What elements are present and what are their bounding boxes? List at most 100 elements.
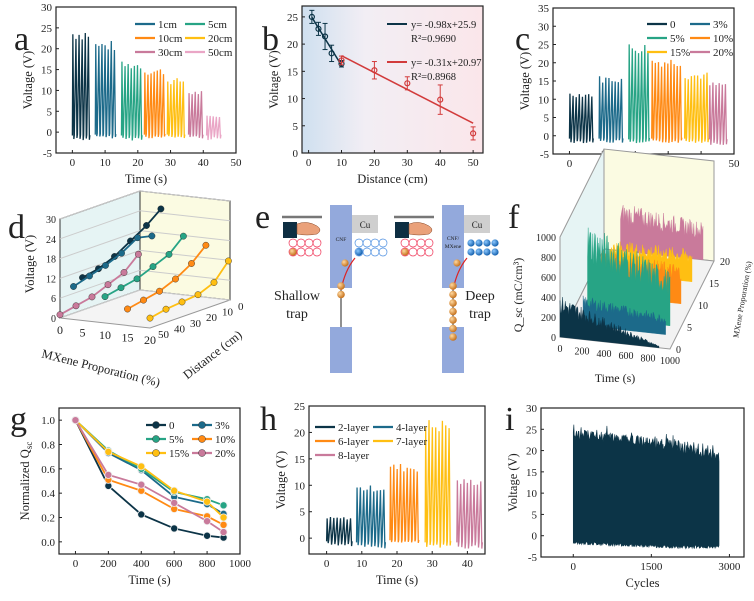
- data-point: [194, 291, 202, 299]
- y-tick-label: 30: [526, 403, 538, 415]
- right-bottom-electrode: [442, 327, 464, 373]
- legend-label: 7-layer: [396, 436, 427, 448]
- panel-b-chart: 0 10 20 30 40 50 0 5 10 15 20 25 Distance (cm) Voltag…: [267, 5, 484, 186]
- legend-label: 20%: [215, 448, 235, 460]
- data-point: [102, 261, 109, 269]
- empty-trap: [378, 238, 388, 248]
- y-tick-label: 5: [532, 509, 538, 521]
- y-tick-label: 0.0: [41, 537, 55, 549]
- x-tick-label: 10: [356, 558, 368, 570]
- legend-label: 0: [169, 420, 175, 432]
- legend-label: 10cm: [158, 33, 183, 45]
- electron-hole: [296, 247, 306, 257]
- data-point: [165, 250, 173, 258]
- x-tick-label: 40: [462, 558, 474, 570]
- data-point: [321, 33, 329, 40]
- x-tick-label: 800: [199, 558, 216, 570]
- y-tick-label: 30: [190, 318, 202, 330]
- z-axis-label: Voltage (V): [23, 235, 37, 293]
- data-point: [315, 25, 322, 32]
- charge-trace-5: [587, 227, 671, 327]
- data-point: [104, 281, 112, 289]
- electron-hole: [296, 238, 306, 248]
- y-tick-label: 25: [526, 424, 538, 436]
- legend-label: 5cm: [208, 19, 227, 31]
- y-tick-label: 0.4: [41, 488, 55, 500]
- legend-label: 4-layer: [396, 422, 427, 434]
- z-tick-label: 800: [541, 253, 556, 264]
- data-point: [134, 234, 141, 242]
- data-point: [137, 510, 146, 519]
- y-axis-label: Distance (cm): [180, 328, 244, 382]
- electron-hole: [408, 247, 418, 257]
- x-tick-label: 10: [100, 157, 112, 169]
- signal-10%: [651, 59, 683, 143]
- x-tick-label: 5: [80, 326, 86, 340]
- trapped-electron: [483, 239, 491, 247]
- charge-ball: [449, 290, 457, 299]
- panel-h-chart: 0 10 20 30 40 0 5 10 15 20 25 Time (s) Voltage (V) 2-…: [274, 401, 486, 587]
- y-tick-label: 15: [287, 66, 299, 78]
- data-point: [56, 311, 64, 319]
- x-tick-label: 0: [558, 344, 563, 355]
- plot-frame: [58, 407, 241, 555]
- charge-ball: [289, 248, 297, 256]
- y-tick-label: 0: [300, 533, 306, 545]
- legend-label: 3%: [215, 420, 230, 432]
- y-tick-label: -5: [540, 149, 550, 161]
- y-tick-label: 25: [538, 40, 550, 52]
- data-point: [146, 314, 154, 322]
- empty-trap: [362, 238, 372, 248]
- charge-ball: [449, 333, 457, 341]
- right-electrode-label: CNF/: [447, 236, 460, 242]
- left-cu-block: [352, 215, 378, 233]
- panel-letter-f: f: [508, 199, 520, 236]
- y-tick-label: 0: [293, 148, 299, 160]
- data-point: [328, 50, 335, 57]
- y-axis-label: Voltage (V): [518, 52, 532, 110]
- x-axis-label: Time (s): [125, 172, 167, 186]
- panel-letter-d: d: [8, 209, 25, 246]
- right-cu-label: Cu: [472, 220, 483, 230]
- charge-ball: [341, 259, 349, 267]
- y-tick-label: 10: [222, 307, 234, 319]
- charge-ball: [449, 307, 457, 316]
- x-tick-label: 400: [133, 558, 150, 570]
- x-tick-label: 20: [392, 558, 404, 570]
- charge-ball: [449, 282, 457, 290]
- grid-line: [59, 249, 141, 279]
- x-tick-label: 10: [336, 157, 348, 169]
- legend-label: 15%: [169, 448, 189, 460]
- x-axis-label: Distance (cm): [357, 172, 427, 186]
- x-tick-label: 0: [57, 323, 63, 337]
- panel-letter-b: b: [262, 21, 279, 58]
- trapped-electron: [491, 239, 499, 247]
- electron-hole: [304, 247, 314, 257]
- charge-ball: [337, 290, 345, 299]
- data-point: [224, 257, 232, 265]
- y-tick-label: 0: [532, 531, 538, 543]
- y-tick-label: 15: [709, 279, 719, 290]
- trapped-electron: [467, 239, 475, 247]
- x-tick-label: 40: [435, 157, 447, 169]
- trapped-electron: [475, 239, 483, 247]
- y-tick-label: 20: [526, 446, 538, 458]
- grid-line: [59, 289, 141, 319]
- y-axis-label-subscript: sc: [24, 442, 34, 450]
- data-point: [219, 501, 228, 510]
- legend-label: 30cm: [158, 47, 183, 59]
- y-tick-label: 20: [206, 312, 218, 324]
- data-point: [210, 279, 218, 286]
- data-point: [117, 284, 125, 292]
- electron-hole: [304, 238, 314, 248]
- left-bottom-electrode: [330, 327, 352, 373]
- electron-hole: [312, 247, 322, 257]
- e-left-trap-line1: Shallow: [274, 289, 321, 304]
- x-tick-label: 15: [122, 331, 134, 345]
- y-tick-label: 25: [287, 12, 299, 24]
- x-tick-label: 20: [144, 333, 156, 347]
- charge-ball: [449, 299, 457, 307]
- data-point: [203, 517, 212, 526]
- y-tick-label: 0: [47, 127, 53, 139]
- x-tick-label: 1000: [229, 558, 252, 570]
